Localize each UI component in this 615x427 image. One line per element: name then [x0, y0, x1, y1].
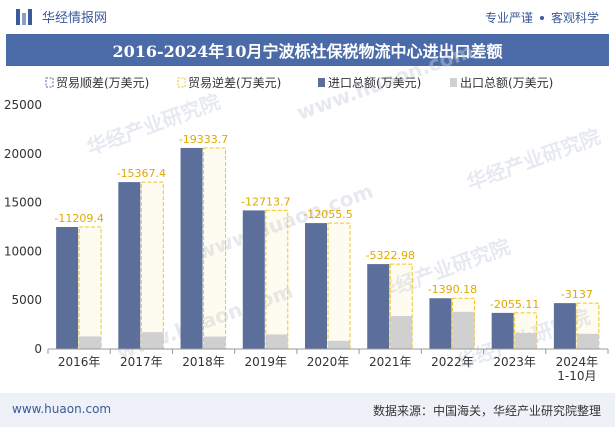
brand-logo-icon — [16, 8, 34, 26]
x-tick-label: 2018年 — [182, 355, 225, 369]
deficit-data-label: -2055.11 — [490, 298, 539, 311]
export-bar — [265, 334, 288, 349]
deficit-data-label: -11209.4 — [54, 212, 103, 225]
y-axis: 0 5000 10000 15000 20000 25000 — [4, 98, 42, 356]
x-tick-label: 2016年 — [58, 355, 101, 369]
bullet-icon — [539, 15, 544, 20]
deficit-data-label: -12713.7 — [241, 195, 290, 208]
x-tick-label: 2022年 — [431, 355, 474, 369]
import-bar — [429, 298, 452, 349]
deficit-bar — [327, 222, 351, 350]
legend-swatch — [177, 77, 186, 88]
legend-swatch — [450, 78, 457, 87]
footer: www.huaon.com 数据来源：中国海关，华经产业研究院整理 — [0, 393, 615, 427]
export-bar — [514, 332, 537, 349]
y-tick-label: 5000 — [11, 293, 42, 307]
export-bar — [576, 333, 599, 349]
y-tick-label: 0 — [34, 342, 42, 356]
x-tick-label: 2024年 1-10月 — [556, 355, 599, 383]
deficit-bar — [78, 226, 102, 350]
chart-title: 2016-2024年10月宁波栎社保税物流中心进出口差额 — [112, 42, 503, 61]
export-bar — [141, 332, 164, 349]
deficit-data-label: -12055.5 — [303, 208, 352, 221]
top-bar: 华经情报网 专业严谨 客观科学 — [0, 0, 615, 34]
export-bar — [390, 316, 413, 349]
brand: 华经情报网 — [16, 7, 107, 26]
watermark-text: 华经产业研究院 — [464, 124, 604, 194]
bars-layer: -11209.4 -15367.4 -19333.7 -12713.7 -12055.5… — [54, 133, 600, 350]
import-bar — [553, 303, 576, 349]
export-bar — [79, 336, 102, 349]
deficit-data-label: -19333.7 — [179, 133, 228, 146]
y-tick-label: 20000 — [4, 147, 42, 161]
export-bar — [328, 340, 350, 349]
deficit-bar — [265, 209, 289, 350]
y-tick-label: 15000 — [4, 196, 42, 210]
legend-label: 出口总额(万美元) — [460, 76, 553, 90]
legend-label: 贸易逆差(万美元) — [188, 75, 281, 90]
export-bar — [203, 336, 226, 349]
slogan-tags: 专业严谨 客观科学 — [485, 9, 599, 26]
deficit-data-label: -5322.98 — [365, 249, 414, 262]
x-tick-label: 2020年 — [307, 355, 350, 369]
x-axis: 2016年 2017年 2018年 2019年 2020年 2021年 2022年 2023年… — [47, 348, 609, 383]
footer-website: www.huaon.com — [12, 402, 112, 416]
legend-label: 贸易顺差(万美元) — [56, 76, 149, 90]
y-tick-label: 10000 — [4, 244, 42, 258]
legend-swatch — [45, 77, 54, 88]
x-tick-label: 2023年 — [493, 355, 536, 369]
legend-swatch — [318, 78, 325, 87]
chart-canvas: 华经产业研究院www.huaon.com华经产业研究院www.huaon.com… — [4, 39, 609, 383]
brand-name: 华经情报网 — [42, 11, 108, 26]
y-tick-label: 25000 — [4, 98, 42, 112]
x-tick-label: 2021年 — [369, 355, 412, 369]
legend-label: 进口总额(万美元) — [328, 76, 421, 90]
import-bar — [305, 223, 327, 349]
import-bar — [118, 182, 141, 349]
slogan-tag-1: 专业严谨 — [484, 11, 533, 25]
import-bar — [242, 210, 265, 349]
slogan-tag-2: 客观科学 — [550, 11, 599, 25]
title-bar: 2016-2024年10月宁波栎社保税物流中心进出口差额 — [6, 34, 609, 66]
chart-legend: 贸易顺差(万美元) 贸易逆差(万美元) 进口总额(万美元) 出口总额(万美元) — [45, 75, 553, 90]
footer-source: 数据来源：中国海关，华经产业研究院整理 — [372, 404, 601, 418]
import-bar — [56, 227, 79, 349]
deficit-data-label: -3137 — [561, 288, 593, 301]
export-bar — [452, 311, 475, 349]
deficit-bar — [140, 181, 164, 350]
x-tick-label: 2017年 — [120, 355, 163, 369]
import-bar — [180, 147, 203, 349]
import-bar — [367, 264, 390, 349]
deficit-data-label: -1390.18 — [428, 283, 477, 296]
deficit-bar — [203, 147, 227, 350]
deficit-data-label: -15367.4 — [117, 167, 166, 180]
import-bar — [491, 312, 514, 349]
x-tick-label: 2019年 — [245, 355, 288, 369]
